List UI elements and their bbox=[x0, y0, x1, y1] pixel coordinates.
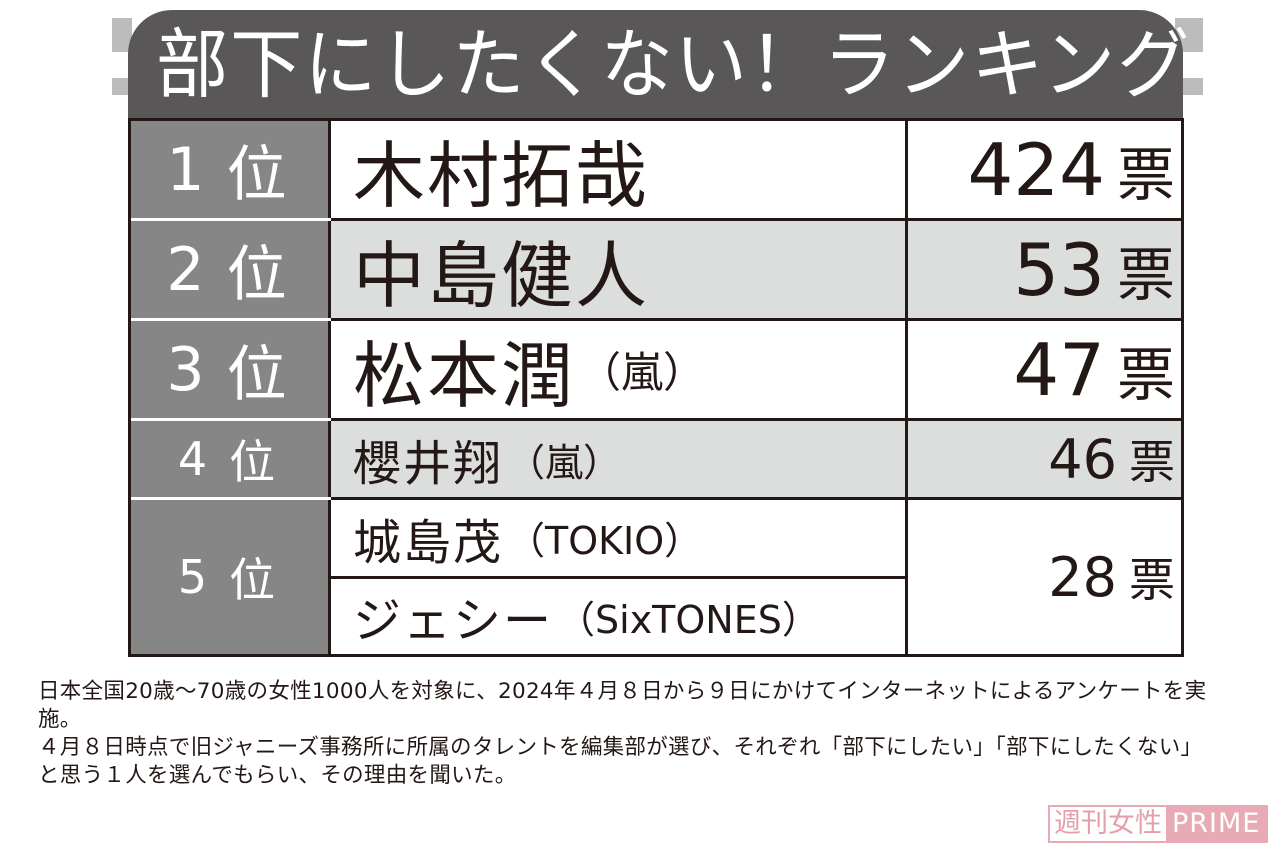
logo-jp: 週刊女性 bbox=[1050, 807, 1166, 841]
page-title: 部下にしたくない！ランキング bbox=[156, 20, 1192, 109]
name-cell: 櫻井翔 （嵐） bbox=[331, 421, 908, 497]
vote-unit: 票 bbox=[1129, 435, 1175, 489]
vote-unit: 票 bbox=[1116, 340, 1175, 409]
logo-en: PRIME bbox=[1166, 807, 1267, 841]
person-name: 櫻井翔 bbox=[353, 436, 504, 492]
row-divider bbox=[131, 497, 331, 500]
name-cell: 松本潤 （嵐） bbox=[331, 321, 908, 418]
rank-number: 2 bbox=[166, 234, 211, 305]
name-cell: ジェシー （SixTONES） bbox=[331, 575, 905, 655]
row-divider bbox=[131, 218, 331, 221]
person-name: 木村拓哉 bbox=[353, 134, 650, 218]
row-divider bbox=[331, 218, 1181, 221]
vote-count: 46 bbox=[1048, 427, 1117, 491]
decorative-stripe bbox=[112, 78, 132, 95]
person-name: ジェシー bbox=[353, 593, 554, 650]
votes-cell: 424 票 bbox=[908, 121, 1181, 218]
person-name: 中島健人 bbox=[353, 234, 650, 318]
rank-number: 4 bbox=[177, 432, 214, 486]
note-paragraph: ４月８日時点で旧ジャニーズ事務所に所属のタレントを編集部が選び、それぞれ「部下に… bbox=[38, 735, 1203, 788]
rank-number: 1 bbox=[166, 134, 211, 205]
rank-number: 3 bbox=[166, 334, 211, 405]
name-cell: 城島茂 （TOKIO） bbox=[331, 500, 905, 576]
name-cell: 木村拓哉 bbox=[331, 121, 908, 218]
rank-unit: 位 bbox=[229, 435, 282, 489]
row-divider bbox=[131, 418, 331, 421]
group-name: （TOKIO） bbox=[507, 519, 703, 564]
vote-count: 47 bbox=[1013, 327, 1105, 412]
rank-unit: 位 bbox=[226, 340, 293, 410]
name-cell-group: 城島茂 （TOKIO） ジェシー （SixTONES） bbox=[331, 500, 908, 654]
person-name: 城島茂 bbox=[353, 514, 504, 571]
group-name: （嵐） bbox=[507, 440, 622, 485]
rank-number: 5 bbox=[177, 550, 214, 604]
group-name: （嵐） bbox=[579, 348, 706, 397]
vote-unit: 票 bbox=[1116, 140, 1175, 209]
rank-unit: 位 bbox=[229, 553, 282, 607]
publisher-logo: 週刊女性 PRIME bbox=[1048, 805, 1269, 843]
vote-count: 424 bbox=[967, 127, 1105, 212]
name-cell: 中島健人 bbox=[331, 221, 908, 318]
row-divider bbox=[331, 497, 1181, 500]
row-divider bbox=[331, 318, 1181, 321]
group-name: （SixTONES） bbox=[557, 597, 820, 642]
title-bar: 部下にしたくない！ランキング bbox=[128, 10, 1189, 120]
vote-unit: 票 bbox=[1129, 553, 1175, 607]
rank-unit: 位 bbox=[226, 240, 293, 310]
rank-unit: 位 bbox=[226, 140, 293, 210]
decorative-stripe bbox=[112, 18, 132, 52]
votes-cell: 46 票 bbox=[908, 421, 1181, 497]
votes-cell: 53 票 bbox=[908, 221, 1181, 318]
survey-note: 日本全国20歳～70歳の女性1000人を対象に、2024年４月８日から９日にかけ… bbox=[38, 678, 1208, 790]
vote-count: 53 bbox=[1013, 227, 1105, 312]
row-divider bbox=[131, 318, 331, 321]
vote-unit: 票 bbox=[1116, 240, 1175, 309]
row-divider bbox=[331, 418, 1181, 421]
person-name: 松本潤 bbox=[353, 334, 576, 418]
vote-count: 28 bbox=[1048, 545, 1117, 609]
note-paragraph: 日本全国20歳～70歳の女性1000人を対象に、2024年４月８日から９日にかけ… bbox=[38, 679, 1207, 732]
votes-cell: 28 票 bbox=[908, 500, 1181, 654]
votes-cell: 47 票 bbox=[908, 321, 1181, 418]
